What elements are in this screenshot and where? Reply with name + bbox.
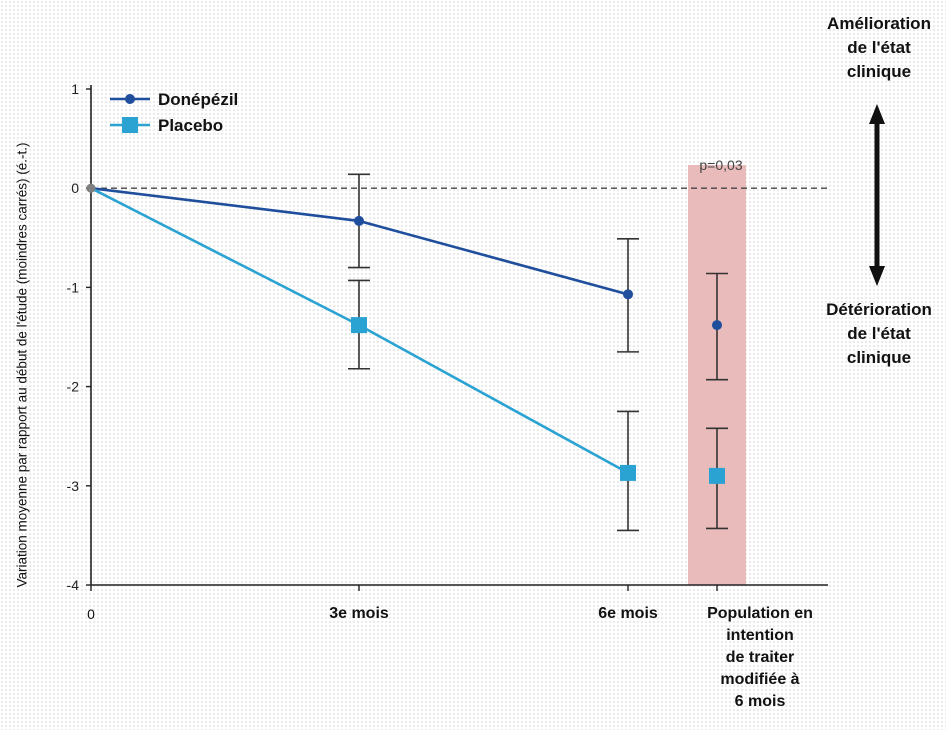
double-arrow-icon <box>869 104 885 286</box>
y-tick-label: -3 <box>67 478 80 494</box>
side-label-line: clinique <box>846 62 912 81</box>
y-axis-title: Variation moyenne par rapport au début d… <box>14 142 30 588</box>
arrow-head-down <box>869 266 885 286</box>
x-tick-label: Population en intention de traiter modifiée… <box>685 603 835 713</box>
x-tick-label-line: modifiée à <box>720 671 800 688</box>
legend-label: Donépézil <box>158 90 238 109</box>
data-point <box>712 320 722 331</box>
legend-label: Placebo <box>158 116 223 135</box>
p-value-label: p=0,03 <box>699 157 742 173</box>
y-tick-label: -4 <box>67 577 80 593</box>
axes: 1 0 -1 -2 -3 -4 <box>67 81 828 593</box>
y-tick-label: -1 <box>67 279 80 295</box>
side-label-line: Amélioration <box>827 14 931 33</box>
y-tick-label: 1 <box>71 81 79 97</box>
x-tick-label-line: 0 <box>87 606 95 622</box>
side-label-line: Détérioration <box>826 300 932 319</box>
x-tick-label: 3e mois <box>304 603 414 625</box>
x-tick-label-line: intention <box>726 627 794 644</box>
side-label-line: clinique <box>846 348 912 367</box>
x-tick-label-line: 6e mois <box>598 605 658 622</box>
x-tick-label-line: de traiter <box>725 649 795 666</box>
data-point <box>354 215 364 226</box>
legend-marker <box>122 117 138 133</box>
legend: Donépézil Placebo <box>110 90 238 135</box>
x-tick-label-line: 3e mois <box>329 605 389 622</box>
improvement-label: Amélioration de l'état clinique <box>804 12 946 84</box>
data-point <box>709 467 725 484</box>
legend-marker <box>125 94 135 104</box>
side-label-line: de l'état <box>847 38 911 57</box>
x-tick-label-line: Population en <box>707 605 813 622</box>
deterioration-label: Détérioration de l'état clinique <box>804 298 946 370</box>
data-point <box>351 317 367 334</box>
y-tick-label: 0 <box>71 180 79 196</box>
arrow-head-up <box>869 104 885 124</box>
series-layer <box>86 173 728 532</box>
data-point <box>620 464 636 481</box>
origin-point <box>86 183 96 193</box>
y-tick-label: -2 <box>67 379 80 395</box>
x-tick-label: 0 <box>76 603 106 625</box>
x-tick-label: 6e mois <box>573 603 683 625</box>
side-label-line: de l'état <box>847 324 911 343</box>
x-tick-label-line: 6 mois <box>734 693 786 710</box>
data-point <box>623 289 633 300</box>
